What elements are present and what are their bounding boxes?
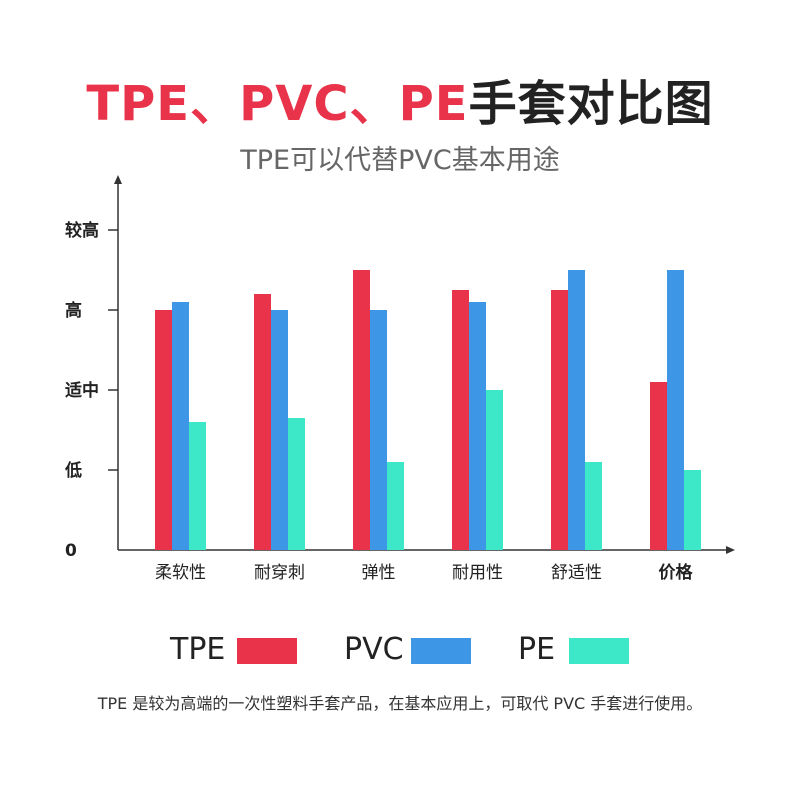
x-tick-label: 价格 [659,562,694,583]
y-tick-label: 低 [64,460,82,481]
bar-pe [585,462,602,550]
y-axis-arrow [114,175,122,184]
bar-tpe [452,290,469,550]
bar-pe [486,390,503,550]
bar-pe [387,462,404,550]
legend-swatch-pvc [411,638,471,664]
legend-label-pe: PE [518,632,556,667]
title-materials: TPE、PVC、PE [86,76,469,132]
footnote: TPE 是较为高端的一次性塑料手套产品，在基本应用上，可取代 PVC 手套进行使… [97,694,703,713]
x-tick-label: 耐穿刺 [254,563,305,583]
y-tick-label: 高 [65,300,82,321]
bar-pvc [568,270,585,550]
y-tick-label: 较高 [65,220,99,241]
legend-swatch-tpe [237,638,297,664]
x-tick-label: 舒适性 [551,563,602,583]
bar-pe [288,418,305,550]
page-title: TPE、PVC、PE手套对比图 [0,72,800,136]
bar-tpe [353,270,370,550]
bar-pe [189,422,206,550]
bar-pvc [370,310,387,550]
chart-legend: TPE PVC PE [0,628,800,672]
y-tick-label: 适中 [65,380,99,401]
bar-tpe [551,290,568,550]
bar-pe [684,470,701,550]
x-axis-arrow [726,546,735,554]
bar-pvc [667,270,684,550]
bar-pvc [271,310,288,550]
bar-pvc [469,302,486,550]
legend-label-tpe: TPE [170,632,226,667]
legend-label-pvc: PVC [344,632,404,667]
y-tick-label: 0 [65,541,77,561]
x-tick-label: 弹性 [362,563,396,583]
legend-swatch-pe [569,638,629,664]
bar-tpe [155,310,172,550]
bar-tpe [650,382,667,550]
title-suffix: 手套对比图 [468,76,714,132]
bar-tpe [254,294,271,550]
page-subtitle: TPE可以代替PVC基本用途 [240,145,560,176]
bar-pvc [172,302,189,550]
x-tick-label: 柔软性 [155,563,206,583]
x-tick-label: 耐用性 [452,563,503,583]
